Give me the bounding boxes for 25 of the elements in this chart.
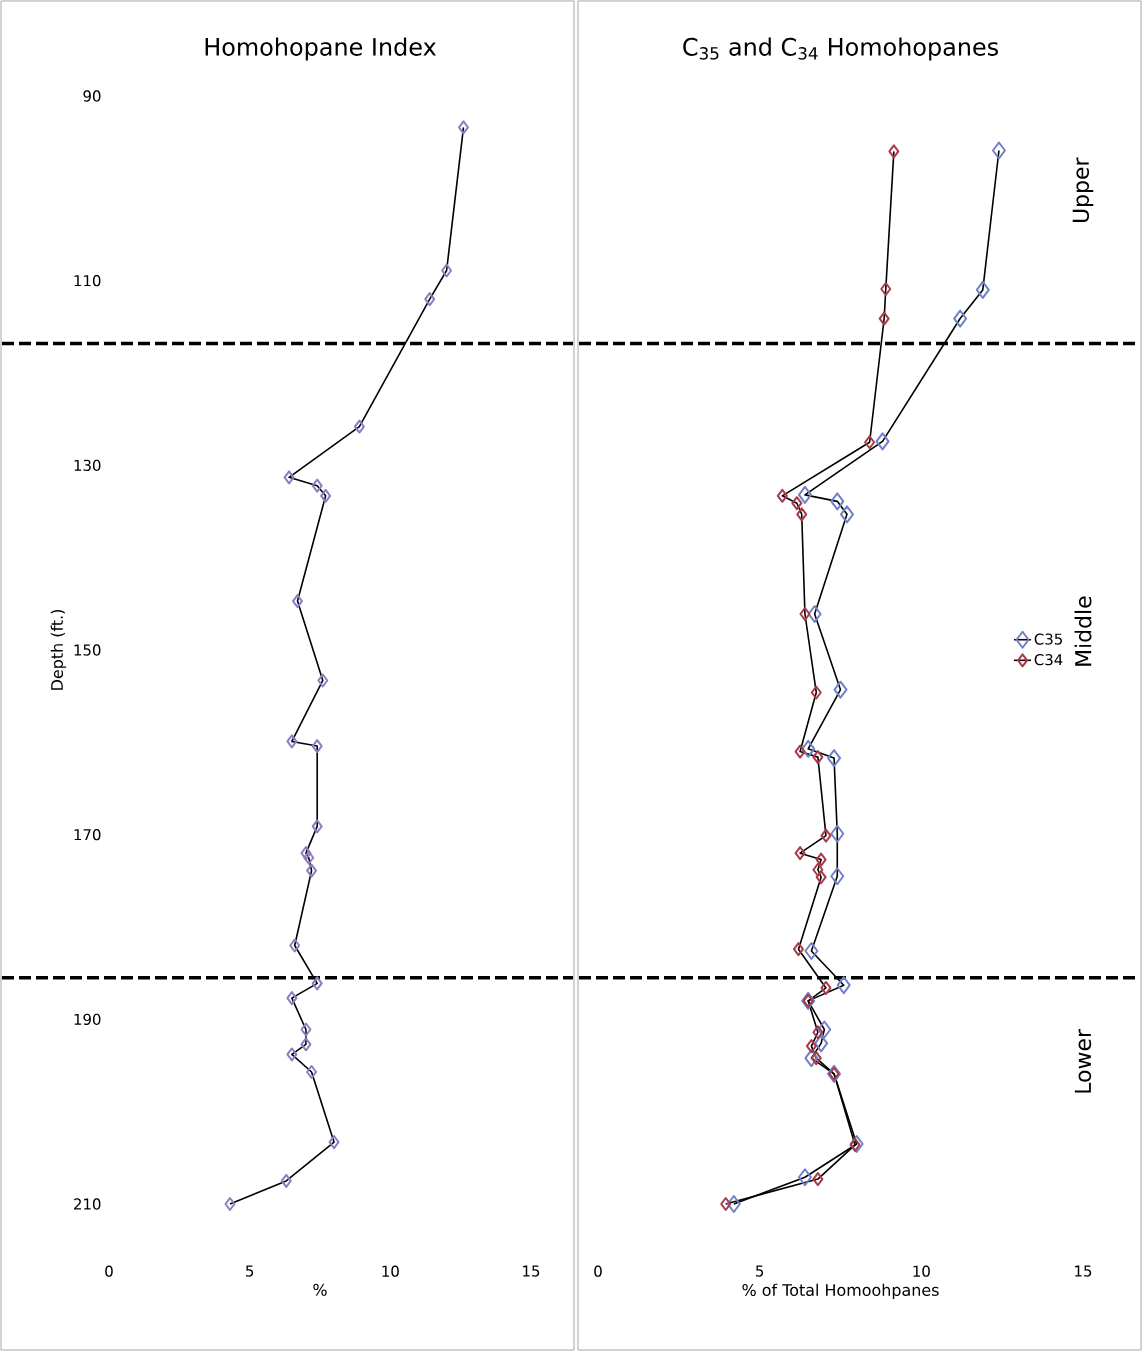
x-tick-label: 15	[523, 1265, 540, 1277]
x-axis-title: %	[313, 1283, 327, 1296]
annotation: Lower	[1074, 1029, 1092, 1093]
x-axis-title: % of Total Homoohpanes	[742, 1283, 939, 1300]
annotation: Middle	[1074, 596, 1092, 666]
x-tick-label: 5	[756, 1265, 764, 1277]
chart-title: Homohopane Index	[205, 37, 436, 61]
y-tick-label: 210	[74, 1198, 101, 1210]
legend-label: C34	[1034, 654, 1063, 666]
x-tick-label: 10	[382, 1265, 399, 1277]
x-tick-label: 0	[105, 1265, 113, 1277]
y-axis-title: Depth (ft.)	[50, 610, 67, 690]
legend-label: C35	[1034, 633, 1062, 645]
chart-title: C$_{35}$ and C$_{34}$ Homohopanes	[683, 37, 998, 61]
y-tick-label: 170	[74, 829, 101, 841]
x-tick-label: 5	[246, 1265, 254, 1277]
annotation: Upper	[1072, 157, 1094, 223]
y-tick-label: 130	[74, 459, 101, 471]
y-tick-label: 190	[74, 1013, 101, 1025]
x-tick-label: 10	[913, 1265, 930, 1277]
x-tick-label: 0	[594, 1265, 602, 1277]
x-tick-label: 15	[1075, 1265, 1092, 1277]
y-tick-label: 150	[74, 644, 101, 656]
y-tick-label: 90	[83, 90, 101, 102]
y-tick-label: 110	[74, 275, 101, 287]
